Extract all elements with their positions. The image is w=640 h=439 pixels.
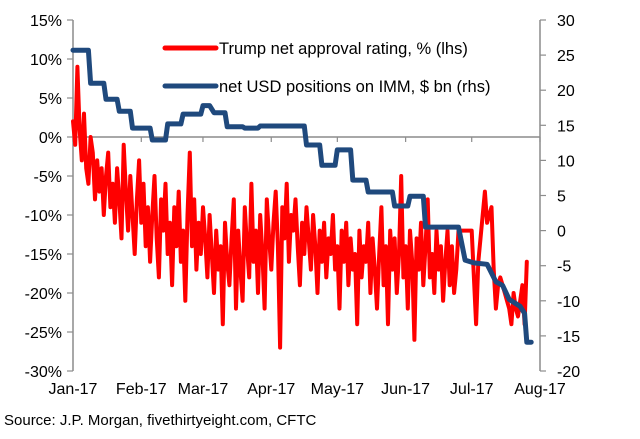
right-tick-label: 25 [557, 48, 575, 65]
left-tick-label: -20% [25, 286, 62, 303]
x-tick-label: Feb-17 [116, 381, 167, 398]
legend-label-usd: net USD positions on IMM, $ bn (rhs) [219, 78, 490, 96]
right-tick-label: -10 [557, 294, 580, 311]
x-tick-label: Mar-17 [178, 381, 229, 398]
legend: Trump net approval rating, % (lhs) net U… [162, 40, 490, 96]
left-tick-label: 0% [39, 130, 62, 147]
left-tick-label: -10% [25, 208, 62, 225]
tick-labels: 15% 10% 5% 0% -5% -10% -15% -20% -25% -30% 30 25 20 1… [25, 13, 581, 398]
right-tick-label: 30 [557, 13, 575, 30]
series-line-approval [71, 64, 529, 350]
right-tick-label: 10 [557, 153, 575, 170]
x-tick-label: Aug-17 [514, 381, 566, 398]
x-tick-label: Jun-17 [381, 381, 430, 398]
chart: 15% 10% 5% 0% -5% -10% -15% -20% -25% -30% 30 25 20 1… [25, 13, 581, 398]
left-tick-label: -25% [25, 325, 62, 342]
x-tick-label: Jan-17 [49, 381, 98, 398]
right-tick-label: 0 [557, 224, 566, 241]
left-tick-label: -15% [25, 247, 62, 264]
left-tick-label: -5% [34, 169, 62, 186]
right-tick-label: -5 [557, 259, 571, 276]
x-tick-label: May-17 [311, 381, 364, 398]
source-note: Source: J.P. Morgan, fivethirtyeight.com… [4, 412, 317, 429]
right-tick-label: 5 [557, 189, 566, 206]
series-lines [70, 47, 534, 350]
right-tick-label: 15 [557, 118, 575, 135]
right-tick-label: -20 [557, 364, 580, 381]
left-tick-label: 5% [39, 91, 62, 108]
series-line-usd-positions [70, 47, 534, 345]
right-tick-label: -15 [557, 329, 580, 346]
right-tick-label: 20 [557, 83, 575, 100]
left-tick-label: -30% [25, 364, 62, 381]
legend-label-approval: Trump net approval rating, % (lhs) [219, 40, 468, 58]
x-tick-label: Apr-17 [247, 381, 295, 398]
left-tick-label: 10% [30, 52, 62, 69]
left-tick-label: 15% [30, 13, 62, 30]
x-tick-label: Jul-17 [450, 381, 494, 398]
